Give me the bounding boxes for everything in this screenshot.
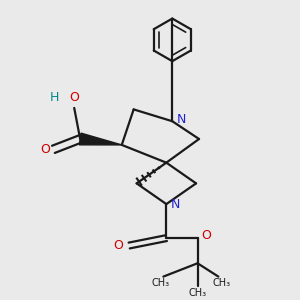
Polygon shape bbox=[79, 133, 122, 145]
Text: CH₃: CH₃ bbox=[151, 278, 169, 288]
Text: N: N bbox=[171, 198, 180, 211]
Text: N: N bbox=[176, 113, 186, 126]
Text: CH₃: CH₃ bbox=[212, 278, 230, 288]
Text: O: O bbox=[113, 239, 123, 252]
Text: O: O bbox=[202, 229, 212, 242]
Text: CH₃: CH₃ bbox=[188, 288, 207, 298]
Text: O: O bbox=[40, 143, 50, 156]
Text: O: O bbox=[69, 91, 79, 104]
Text: H: H bbox=[50, 91, 60, 104]
